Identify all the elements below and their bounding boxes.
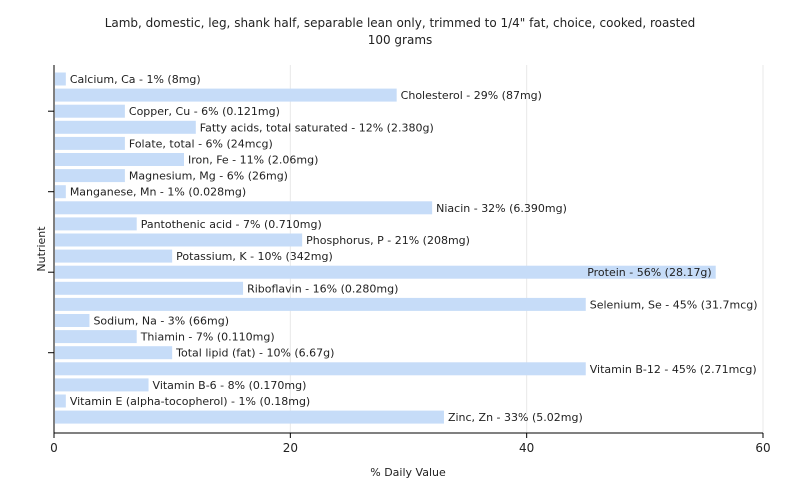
bar-10: [55, 233, 303, 247]
bar-label-13: Riboflavin - 16% (0.280mg): [247, 282, 398, 295]
bar-21: [55, 410, 444, 424]
bar-label-5: Iron, Fe - 11% (2.06mg): [188, 154, 318, 167]
grid-lines: [289, 65, 764, 433]
bar-label-0: Calcium, Ca - 1% (8mg): [70, 73, 201, 86]
bar-12: [55, 265, 716, 279]
chart-subtitle: 100 grams: [368, 33, 433, 47]
bar-label-14: Selenium, Se - 45% (31.7mcg): [590, 298, 758, 311]
bar-label-8: Niacin - 32% (6.390mg): [436, 202, 567, 215]
x-tick-label-2: 40: [519, 441, 534, 455]
x-tick-label-1: 20: [283, 441, 298, 455]
bar-label-6: Magnesium, Mg - 6% (26mg): [129, 170, 288, 183]
bar-6: [55, 169, 125, 183]
bar-11: [55, 249, 173, 263]
bar-label-12: Protein - 56% (28.17g): [587, 266, 712, 279]
x-tick-label-3: 60: [755, 441, 770, 455]
bar-8: [55, 201, 433, 215]
bar-13: [55, 281, 244, 295]
bar-9: [55, 217, 137, 231]
bar-16: [55, 330, 137, 344]
bar-20: [55, 394, 66, 408]
bar-7: [55, 185, 66, 199]
bar-2: [55, 104, 125, 118]
bar-label-9: Pantothenic acid - 7% (0.710mg): [141, 218, 322, 231]
bar-15: [55, 314, 90, 327]
bar-label-21: Zinc, Zn - 33% (5.02mg): [448, 411, 583, 424]
bar-label-20: Vitamin E (alpha-tocopherol) - 1% (0.18m…: [70, 395, 310, 408]
chart-title: Lamb, domestic, leg, shank half, separab…: [105, 16, 696, 30]
bar-4: [55, 136, 125, 150]
bar-label-3: Fatty acids, total saturated - 12% (2.38…: [200, 121, 434, 134]
bar-3: [55, 120, 196, 134]
bar-19: [55, 378, 149, 392]
bar-label-17: Total lipid (fat) - 10% (6.67g): [175, 347, 334, 360]
x-tick-label-0: 0: [50, 441, 58, 455]
y-axis-label: Nutrient: [35, 226, 48, 272]
axes-group: 0 20 40 60: [48, 65, 771, 455]
bar-5: [55, 153, 184, 166]
bar-1: [55, 88, 397, 102]
bar-label-1: Cholesterol - 29% (87mg): [401, 89, 542, 102]
bar-label-2: Copper, Cu - 6% (0.121mg): [129, 105, 280, 118]
bar-label-19: Vitamin B-6 - 8% (0.170mg): [153, 379, 307, 392]
bar-0: [55, 72, 66, 86]
bars-group: Calcium, Ca - 1% (8mg) Cholesterol - 29% …: [55, 72, 758, 424]
bar-label-7: Manganese, Mn - 1% (0.028mg): [70, 186, 246, 199]
bar-label-16: Thiamin - 7% (0.110mg): [140, 331, 275, 344]
bar-label-15: Sodium, Na - 3% (66mg): [93, 315, 229, 328]
bar-14: [55, 297, 586, 311]
bar-label-4: Folate, total - 6% (24mcg): [129, 137, 273, 150]
bar-label-11: Potassium, K - 10% (342mg): [176, 250, 333, 263]
bar-label-18: Vitamin B-12 - 45% (2.71mcg): [590, 363, 757, 376]
x-axis-label: % Daily Value: [370, 466, 446, 479]
bar-label-10: Phosphorus, P - 21% (208mg): [306, 234, 470, 247]
bar-17: [55, 346, 173, 360]
bar-18: [55, 362, 586, 376]
